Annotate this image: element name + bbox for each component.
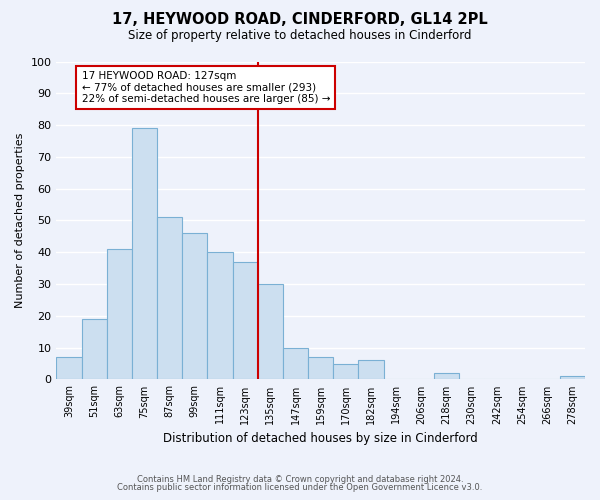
Bar	[132, 128, 157, 380]
Bar	[258, 284, 283, 380]
Text: Contains public sector information licensed under the Open Government Licence v3: Contains public sector information licen…	[118, 483, 482, 492]
Bar	[283, 348, 308, 380]
Bar	[233, 262, 258, 380]
Bar	[358, 360, 383, 380]
Bar	[434, 373, 459, 380]
Bar	[333, 364, 358, 380]
Text: 17 HEYWOOD ROAD: 127sqm
← 77% of detached houses are smaller (293)
22% of semi-d: 17 HEYWOOD ROAD: 127sqm ← 77% of detache…	[82, 71, 330, 104]
Bar	[308, 357, 333, 380]
Text: Contains HM Land Registry data © Crown copyright and database right 2024.: Contains HM Land Registry data © Crown c…	[137, 475, 463, 484]
Bar	[157, 218, 182, 380]
X-axis label: Distribution of detached houses by size in Cinderford: Distribution of detached houses by size …	[163, 432, 478, 445]
Text: Size of property relative to detached houses in Cinderford: Size of property relative to detached ho…	[128, 29, 472, 42]
Y-axis label: Number of detached properties: Number of detached properties	[15, 133, 25, 308]
Bar	[208, 252, 233, 380]
Bar	[182, 233, 208, 380]
Bar	[107, 249, 132, 380]
Bar	[560, 376, 585, 380]
Bar	[56, 357, 82, 380]
Bar	[82, 319, 107, 380]
Text: 17, HEYWOOD ROAD, CINDERFORD, GL14 2PL: 17, HEYWOOD ROAD, CINDERFORD, GL14 2PL	[112, 12, 488, 28]
